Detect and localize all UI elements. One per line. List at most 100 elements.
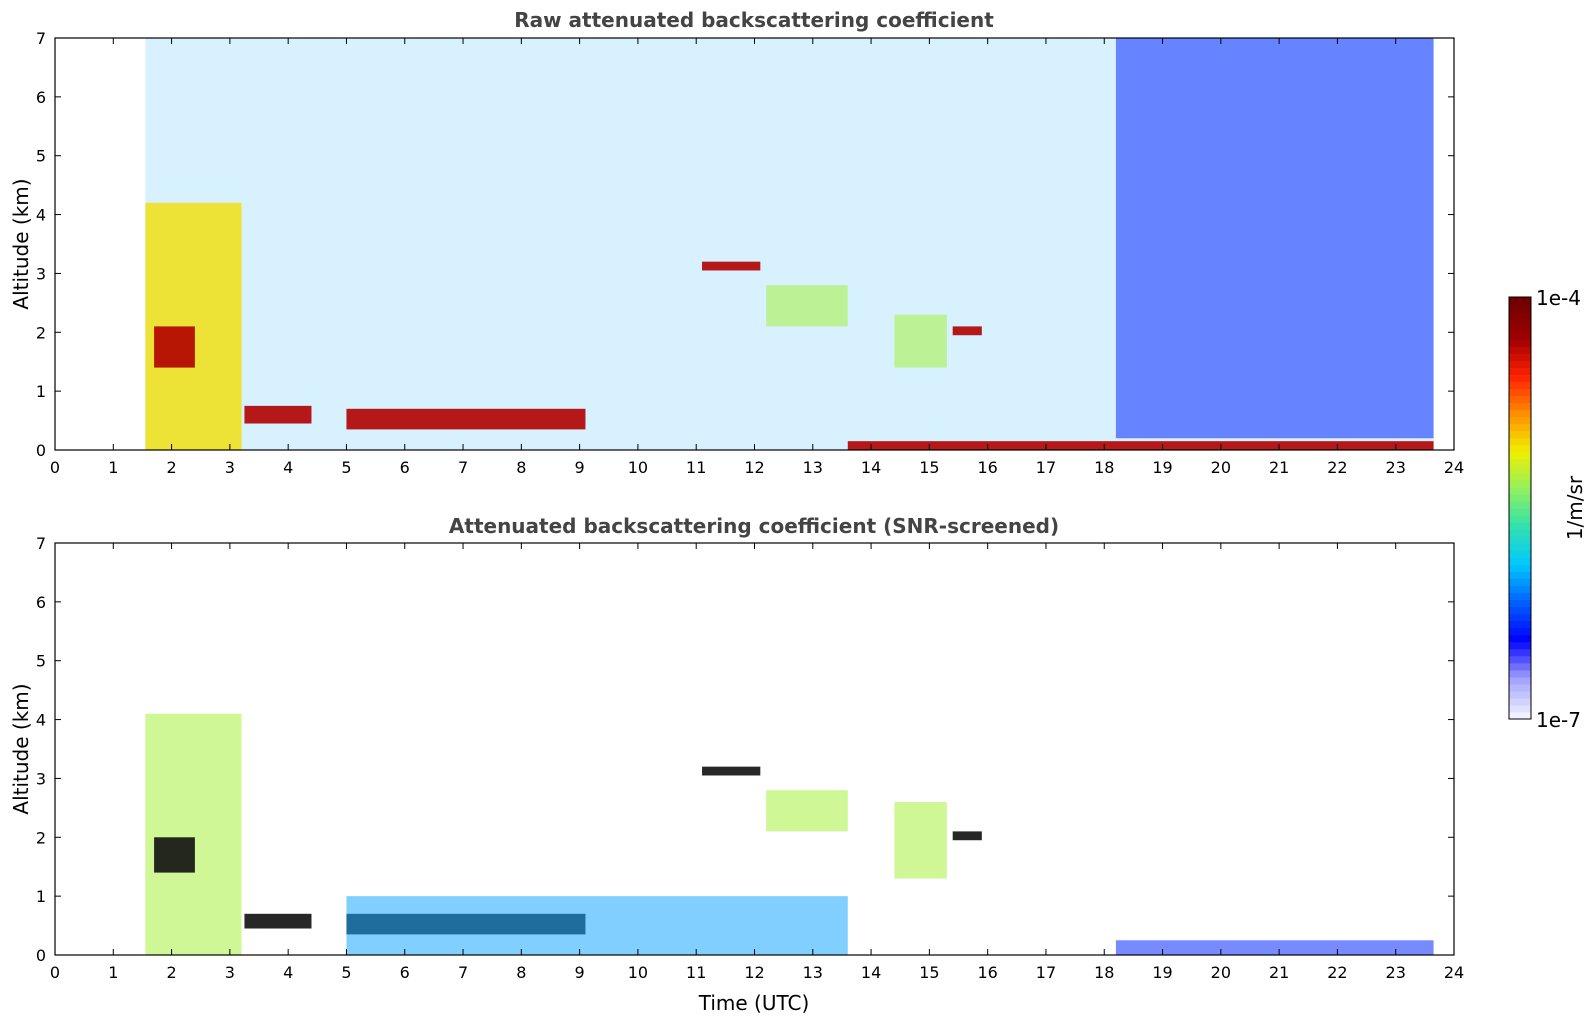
top-plot-area	[145, 38, 1434, 450]
colorbar-step	[1509, 585, 1531, 593]
x-tick-label: 3	[225, 963, 235, 982]
x-tick-label: 0	[50, 963, 60, 982]
x-tick-label: 13	[803, 458, 823, 477]
colorbar-step	[1509, 606, 1531, 615]
colorbar-step	[1509, 564, 1531, 572]
x-tick-label: 17	[1036, 963, 1056, 982]
x-tick-label: 14	[861, 963, 881, 982]
heatmap-region-4	[702, 261, 761, 271]
x-tick-label: 14	[861, 458, 881, 477]
colorbar-step	[1509, 486, 1531, 495]
heatmap-region-4	[346, 896, 848, 955]
colorbar-step	[1509, 367, 1531, 375]
x-tick-label: 11	[686, 963, 706, 982]
colorbar-max-label: 1e-4	[1536, 286, 1581, 310]
colorbar-step	[1509, 416, 1531, 425]
heatmap-region-6	[894, 314, 947, 368]
colorbar-step	[1509, 655, 1531, 664]
colorbar-step	[1509, 311, 1531, 319]
x-tick-label: 6	[400, 963, 410, 982]
colorbar-step	[1509, 627, 1531, 636]
x-tick-label: 12	[744, 963, 764, 982]
y-tick-label: 6	[36, 593, 46, 612]
top-y-axis: 0 1 2 3 4 5 6 7	[36, 29, 1454, 460]
x-tick-label: 10	[628, 458, 648, 477]
colorbar-step	[1509, 304, 1531, 312]
heatmap-region-2	[244, 405, 312, 424]
x-tick-label: 5	[341, 458, 351, 477]
colorbar-step	[1509, 430, 1531, 439]
x-tick-label: 11	[686, 458, 706, 477]
heatmap-region-9	[1115, 940, 1434, 955]
x-tick-label: 1	[108, 963, 118, 982]
x-tick-label: 8	[516, 963, 526, 982]
heatmap-region-0	[145, 713, 242, 955]
colorbar-step	[1509, 500, 1531, 509]
colorbar-step	[1509, 493, 1531, 502]
x-tick-label: 9	[575, 458, 585, 477]
colorbar-step	[1509, 360, 1531, 368]
heatmap-region-2	[244, 913, 312, 929]
top-panel: Raw attenuated backscattering coefficien…	[9, 8, 1464, 477]
colorbar-step	[1509, 550, 1531, 558]
colorbar-step	[1509, 325, 1531, 333]
colorbar-min-label: 1e-7	[1536, 708, 1581, 732]
x-tick-label: 15	[919, 458, 939, 477]
heatmap-region-6	[766, 790, 848, 832]
x-tick-label: 10	[628, 963, 648, 982]
colorbar-step	[1509, 451, 1531, 460]
colorbar-step	[1509, 557, 1531, 565]
data-coverage	[145, 543, 1434, 955]
colorbar-step	[1509, 388, 1531, 397]
x-tick-label: 22	[1327, 458, 1347, 477]
y-tick-label: 2	[36, 828, 46, 847]
x-tick-label: 2	[166, 458, 176, 477]
bottom-plot-area	[145, 543, 1434, 955]
y-tick-label: 4	[36, 206, 46, 225]
colorbar-step	[1509, 402, 1531, 411]
colorbar-step	[1509, 479, 1531, 488]
heatmap-region-9	[1115, 38, 1434, 439]
x-tick-label: 7	[458, 458, 468, 477]
y-tick-label: 3	[36, 264, 46, 283]
x-tick-label: 20	[1211, 458, 1231, 477]
colorbar-step	[1509, 472, 1531, 481]
colorbar-step	[1509, 395, 1531, 404]
colorbar-step	[1509, 522, 1531, 530]
colorbar-unit-label: 1/m/sr	[1563, 475, 1587, 540]
x-tick-label: 13	[803, 963, 823, 982]
colorbar-step	[1509, 318, 1531, 326]
y-tick-label: 7	[36, 534, 46, 553]
colorbar-step	[1509, 409, 1531, 418]
x-tick-label: 22	[1327, 963, 1347, 982]
x-tick-label: 5	[341, 963, 351, 982]
x-tick-label: 21	[1269, 963, 1289, 982]
x-tick-label: 12	[744, 458, 764, 477]
colorbar-step	[1509, 592, 1531, 601]
heatmap-region-5	[702, 766, 761, 776]
colorbar: 1e-4 1e-7 1/m/sr	[1508, 286, 1587, 732]
x-tick-label: 19	[1152, 458, 1172, 477]
x-tick-label: 18	[1094, 458, 1114, 477]
x-tick-label: 19	[1152, 963, 1172, 982]
y-tick-label: 7	[36, 29, 46, 48]
x-tick-label: 16	[977, 458, 997, 477]
colorbar-step	[1509, 465, 1531, 474]
x-tick-label: 17	[1036, 458, 1056, 477]
x-tick-label: 0	[50, 458, 60, 477]
x-tick-label: 24	[1444, 458, 1464, 477]
x-tick-label: 21	[1269, 458, 1289, 477]
bottom-panel: Attenuated backscattering coefficient (S…	[9, 514, 1464, 1015]
colorbar-step	[1509, 648, 1531, 657]
colorbar-step	[1509, 374, 1531, 382]
heatmap-region-5	[766, 285, 848, 327]
y-tick-label: 2	[36, 323, 46, 342]
heatmap-region-7	[952, 326, 982, 336]
colorbar-step	[1509, 529, 1531, 537]
x-tick-label: 16	[977, 963, 997, 982]
colorbar-step	[1509, 339, 1531, 347]
colorbar-step	[1509, 711, 1531, 720]
x-tick-label: 4	[283, 963, 293, 982]
colorbar-step	[1509, 543, 1531, 551]
y-tick-label: 6	[36, 88, 46, 107]
